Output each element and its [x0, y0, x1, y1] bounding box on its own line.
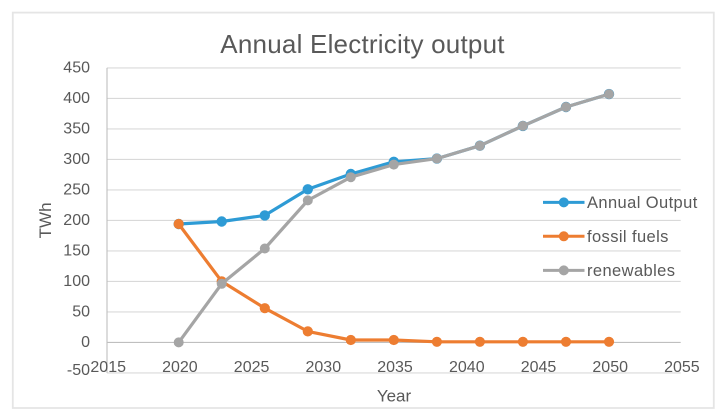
svg-text:renewables: renewables — [587, 262, 675, 280]
svg-text:2015: 2015 — [90, 359, 126, 376]
svg-text:50: 50 — [72, 303, 90, 320]
svg-text:Annual Output: Annual Output — [587, 194, 698, 212]
svg-text:450: 450 — [63, 59, 90, 76]
svg-text:100: 100 — [63, 273, 90, 290]
svg-text:0: 0 — [81, 334, 90, 351]
svg-text:350: 350 — [63, 120, 90, 137]
svg-text:TWh: TWh — [36, 202, 55, 238]
svg-text:400: 400 — [63, 90, 90, 107]
svg-text:Annual Electricity output: Annual Electricity output — [220, 29, 505, 59]
svg-text:150: 150 — [63, 242, 90, 259]
svg-text:-50: -50 — [67, 362, 90, 379]
svg-text:200: 200 — [63, 212, 90, 229]
svg-text:Year: Year — [377, 387, 412, 406]
svg-text:2050: 2050 — [592, 359, 628, 376]
svg-text:2025: 2025 — [234, 359, 270, 376]
svg-text:fossil fuels: fossil fuels — [587, 228, 669, 246]
svg-text:2035: 2035 — [377, 359, 413, 376]
svg-text:300: 300 — [63, 151, 90, 168]
svg-text:2020: 2020 — [162, 359, 198, 376]
svg-text:2040: 2040 — [449, 359, 485, 376]
svg-text:2055: 2055 — [664, 359, 700, 376]
svg-text:2030: 2030 — [306, 359, 342, 376]
svg-text:2045: 2045 — [521, 359, 557, 376]
svg-text:250: 250 — [63, 181, 90, 198]
